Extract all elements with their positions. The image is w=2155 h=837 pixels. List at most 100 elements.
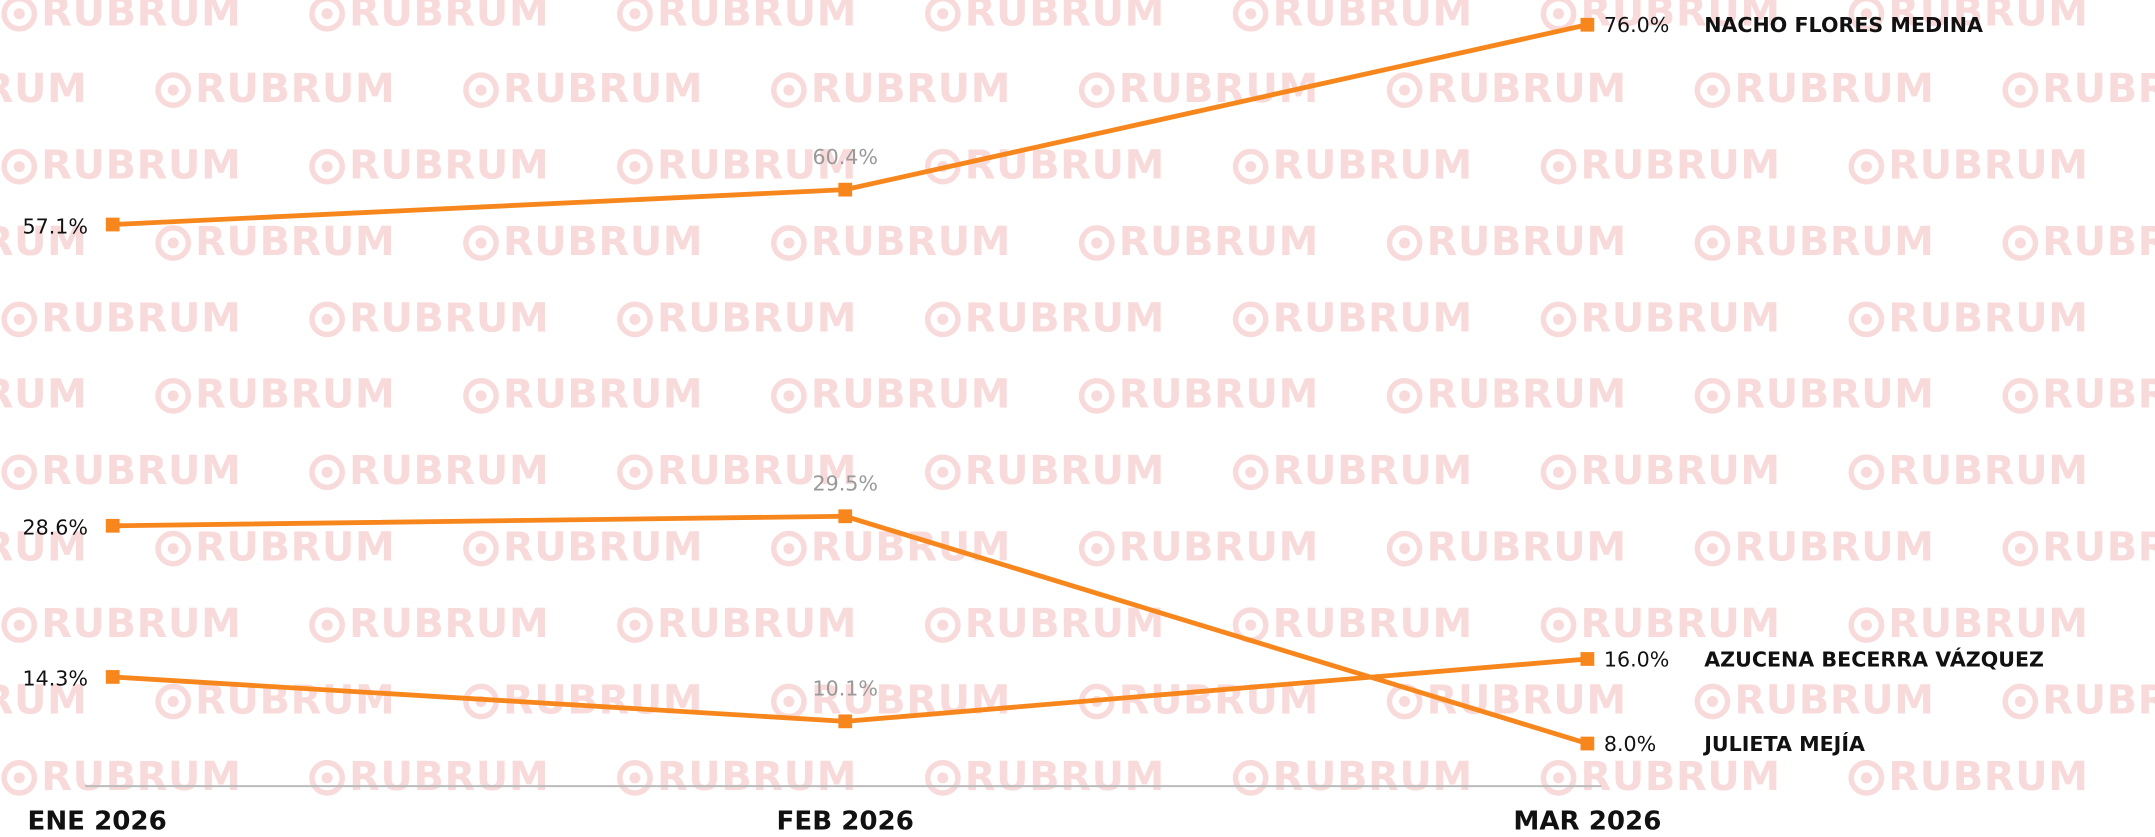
watermark-icon — [783, 543, 795, 555]
watermark-icon — [167, 695, 179, 707]
value-label: 28.6% — [22, 516, 87, 540]
watermark-icon — [1553, 466, 1565, 478]
watermark-icon — [1386, 530, 1423, 567]
watermark-icon — [321, 161, 333, 173]
watermark-icon — [1078, 530, 1115, 567]
watermark-icon — [321, 619, 333, 631]
watermark-icon — [937, 772, 949, 784]
watermark-text: RUBRUM — [41, 754, 241, 800]
watermark-text: RUBRUM — [195, 525, 395, 571]
watermark-text: RUBRUM — [2042, 219, 2155, 265]
watermark-text: RUBRUM — [41, 295, 241, 341]
watermark-text: RUBRUM — [2042, 66, 2155, 112]
x-tick-label: MAR 2026 — [1513, 806, 1661, 836]
watermark-text: RUBRUM — [1273, 0, 1473, 36]
watermark-icon — [771, 72, 807, 109]
watermark-icon — [309, 0, 345, 32]
watermark-text: RUBRUM — [1734, 525, 1934, 571]
watermark-text: RUBRUM — [811, 525, 1011, 571]
watermark-text: RUBRUM — [1427, 66, 1627, 112]
watermark-text: RUBRUM — [2042, 677, 2155, 723]
watermark-text: RUBRUM — [1273, 448, 1473, 494]
watermark-icon — [1091, 237, 1103, 249]
watermark-text: RUBRUM — [503, 525, 703, 571]
watermark-icon — [1399, 543, 1411, 555]
watermark-text: RUBRUM — [965, 0, 1165, 36]
watermark-text: RUBRUM — [349, 295, 549, 341]
watermark-icon — [2014, 695, 2026, 707]
value-label: 16.0% — [1604, 647, 1669, 671]
watermark-icon — [1848, 0, 1885, 32]
watermark-icon — [1860, 466, 1872, 478]
watermark-icon — [463, 72, 499, 109]
x-tick-label: ENE 2026 — [27, 806, 166, 836]
plot: ENE 2026 FEB 2026 MAR 2026 57.1% 60.4% 76.0% N… — [22, 13, 2044, 836]
watermark-text: RUBRUM — [503, 219, 703, 265]
watermark-icon — [1, 454, 38, 491]
watermark-icon — [13, 8, 25, 20]
watermark-icon — [321, 466, 333, 478]
watermark-icon — [309, 148, 345, 185]
x-tick-label: FEB 2026 — [777, 806, 914, 836]
watermark-icon — [783, 84, 795, 96]
watermark-icon — [1694, 683, 1731, 720]
watermark-text: RUBRUM — [503, 372, 703, 418]
watermark-icon — [924, 0, 961, 32]
watermark-icon — [1860, 8, 1872, 20]
watermark-text: RUBRUM — [1273, 142, 1473, 188]
watermark-icon — [13, 772, 25, 784]
watermark-icon — [1694, 377, 1731, 414]
watermark-text: RUBRUM — [1273, 754, 1473, 800]
watermark-text: RUBRUM — [657, 448, 857, 494]
watermark-icon — [2014, 390, 2026, 402]
watermark-text: RUBRUM — [1273, 295, 1473, 341]
watermark-icon — [2002, 683, 2039, 720]
watermark-icon — [1078, 377, 1115, 414]
watermark-text: RUBRUM — [811, 219, 1011, 265]
watermark-icon — [617, 454, 653, 491]
watermark-icon — [1860, 313, 1872, 325]
watermark-icon — [167, 543, 179, 555]
watermark-icon — [1091, 543, 1103, 555]
marker — [1580, 736, 1595, 751]
watermark-icon — [1848, 454, 1885, 491]
watermark-icon — [1232, 148, 1269, 185]
value-label: 60.4% — [812, 145, 877, 169]
watermark-icon — [1232, 0, 1269, 32]
watermark-icon — [1091, 390, 1103, 402]
watermark-text: RUBRUM — [41, 0, 241, 36]
watermark-text: RUBRUM — [195, 372, 395, 418]
watermark-icon — [1706, 390, 1718, 402]
watermark-text: RUBRUM — [0, 66, 88, 112]
watermark-icon — [2014, 543, 2026, 555]
watermark-icon — [155, 225, 192, 261]
watermark-text: RUBRUM — [41, 448, 241, 494]
watermark-icon — [167, 390, 179, 402]
watermark-icon — [1245, 161, 1257, 173]
watermark-text: RUBRUM — [349, 754, 549, 800]
watermark-icon — [1386, 225, 1423, 261]
watermark-icon — [937, 619, 949, 631]
watermark-icon — [771, 530, 807, 567]
value-label: 29.5% — [812, 472, 877, 496]
watermark-text: RUBRUM — [1734, 66, 1934, 112]
watermark-text: RUBRUM — [195, 66, 395, 112]
watermark-text: RUBRUM — [0, 525, 88, 571]
watermark-icon — [1, 148, 38, 185]
series-name: AZUCENA BECERRA VÁZQUEZ — [1704, 646, 2044, 671]
watermark-icon — [783, 237, 795, 249]
watermark-icon — [155, 72, 192, 109]
watermark-icon — [475, 84, 487, 96]
watermark-icon — [167, 84, 179, 96]
watermark-icon — [937, 313, 949, 325]
watermark-icon — [1694, 225, 1731, 261]
watermark-text: RUBRUM — [1734, 372, 1934, 418]
watermark-text: RUBRUM — [965, 448, 1165, 494]
watermark-text: RUBRUM — [657, 295, 857, 341]
watermark-text: RUBRUM — [1581, 601, 1781, 647]
watermark-layer: RUBRUM RUBRUM RUBRUM RUBRUM RUBRUM RUBRUM RUBR… — [0, 0, 2155, 800]
watermark-text: RUBRUM — [1119, 525, 1319, 571]
watermark-icon — [629, 772, 641, 784]
